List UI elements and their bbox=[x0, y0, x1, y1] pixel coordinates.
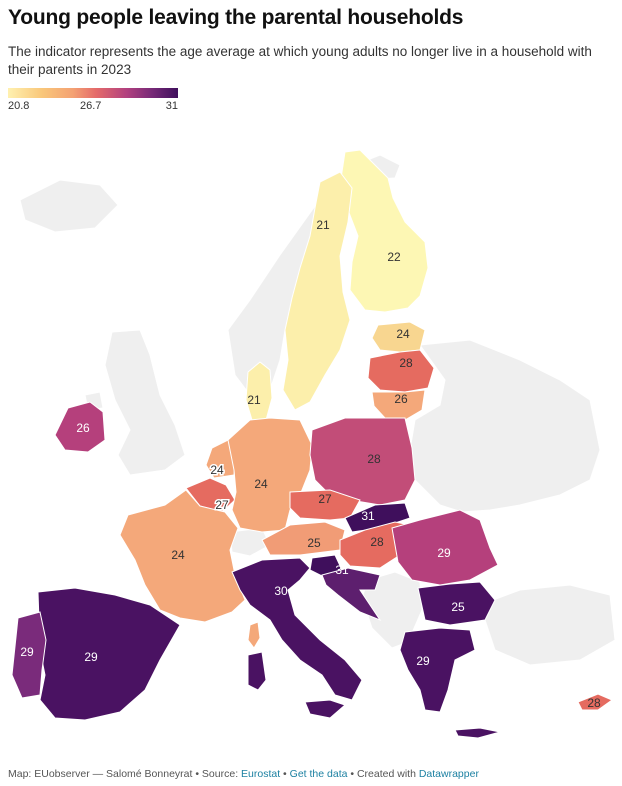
country-poland[interactable] bbox=[309, 417, 416, 506]
label-cyprus: 28 bbox=[587, 696, 601, 710]
label-greece: 29 bbox=[416, 654, 430, 668]
label-estonia: 24 bbox=[396, 327, 410, 341]
color-legend: 20.8 26.7 31 bbox=[8, 88, 178, 114]
legend-min-label: 20.8 bbox=[8, 100, 30, 112]
country-finland[interactable] bbox=[339, 149, 429, 313]
country-sweden[interactable] bbox=[282, 171, 353, 411]
legend-max-label: 31 bbox=[165, 100, 178, 112]
country-france[interactable] bbox=[119, 489, 246, 623]
footer-credits: Map: EUobserver — Salomé Bonneyrat • Sou… bbox=[8, 768, 479, 780]
iceland-shape bbox=[19, 179, 119, 233]
country-corsica[interactable] bbox=[247, 621, 261, 649]
label-italy: 30 bbox=[274, 584, 288, 598]
label-lithuania: 26 bbox=[394, 392, 408, 406]
label-germany: 24 bbox=[254, 477, 268, 491]
label-romania: 29 bbox=[437, 546, 451, 560]
country-italy[interactable] bbox=[231, 557, 363, 701]
country-czechia[interactable] bbox=[289, 489, 361, 521]
non-eu-background bbox=[19, 154, 616, 666]
label-denmark: 21 bbox=[247, 393, 261, 407]
country-cyprus[interactable] bbox=[577, 693, 614, 711]
map-title: Young people leaving the parental househ… bbox=[8, 6, 464, 29]
legend-labels: 20.8 26.7 31 bbox=[8, 100, 178, 114]
country-spain[interactable] bbox=[37, 587, 181, 721]
label-czechia: 27 bbox=[318, 492, 332, 506]
label-slovenia: 31 bbox=[335, 563, 349, 577]
get-the-data-link[interactable]: Get the data bbox=[289, 768, 348, 780]
country-croatia[interactable] bbox=[321, 567, 382, 622]
value-labels: 22 21 21 24 28 26 26 24 27 24 28 27 31 2… bbox=[20, 218, 601, 710]
footer-sep-1: • bbox=[280, 768, 290, 780]
country-latvia[interactable] bbox=[367, 349, 435, 393]
label-hungary: 28 bbox=[370, 535, 384, 549]
country-ireland[interactable] bbox=[54, 401, 106, 453]
label-poland: 28 bbox=[367, 452, 381, 466]
country-sardinia[interactable] bbox=[247, 651, 267, 691]
country-lithuania[interactable] bbox=[371, 389, 426, 421]
label-france: 24 bbox=[171, 548, 185, 562]
label-bulgaria: 25 bbox=[451, 600, 465, 614]
label-netherlands: 24 bbox=[210, 463, 224, 477]
label-sweden: 21 bbox=[316, 218, 330, 232]
eu-countries bbox=[11, 149, 614, 739]
label-slovakia: 31 bbox=[361, 509, 375, 523]
great-britain-shape bbox=[104, 329, 186, 476]
footer-prefix: Map: EUobserver — Salomé Bonneyrat • Sou… bbox=[8, 768, 242, 780]
country-slovakia[interactable] bbox=[344, 502, 411, 533]
legend-gradient-bar bbox=[8, 88, 178, 98]
label-latvia: 28 bbox=[399, 356, 413, 370]
country-romania[interactable] bbox=[391, 509, 499, 586]
datawrapper-link[interactable]: Datawrapper bbox=[418, 768, 479, 780]
map-subtitle: The indicator represents the age average… bbox=[8, 44, 592, 77]
country-sicily[interactable] bbox=[304, 699, 346, 719]
europe-map: 22 21 21 24 28 26 26 24 27 24 28 27 31 2… bbox=[11, 149, 616, 739]
label-spain: 29 bbox=[84, 650, 98, 664]
label-ireland: 26 bbox=[76, 421, 90, 435]
label-belgium: 27 bbox=[215, 498, 229, 512]
eastern-europe-shape bbox=[409, 339, 601, 513]
country-denmark[interactable] bbox=[245, 361, 273, 421]
turkey-shape bbox=[479, 584, 616, 666]
eurostat-source-link[interactable]: Eurostat bbox=[241, 768, 281, 780]
label-portugal: 29 bbox=[20, 645, 34, 659]
country-bulgaria[interactable] bbox=[417, 581, 496, 626]
country-crete[interactable] bbox=[454, 727, 501, 739]
label-austria: 25 bbox=[307, 536, 321, 550]
country-portugal[interactable] bbox=[11, 611, 47, 699]
legend-mid-label: 26.7 bbox=[80, 100, 102, 112]
footer-sep-2: • Created with bbox=[347, 768, 419, 780]
label-finland: 22 bbox=[387, 250, 401, 264]
country-greece[interactable] bbox=[399, 627, 476, 713]
